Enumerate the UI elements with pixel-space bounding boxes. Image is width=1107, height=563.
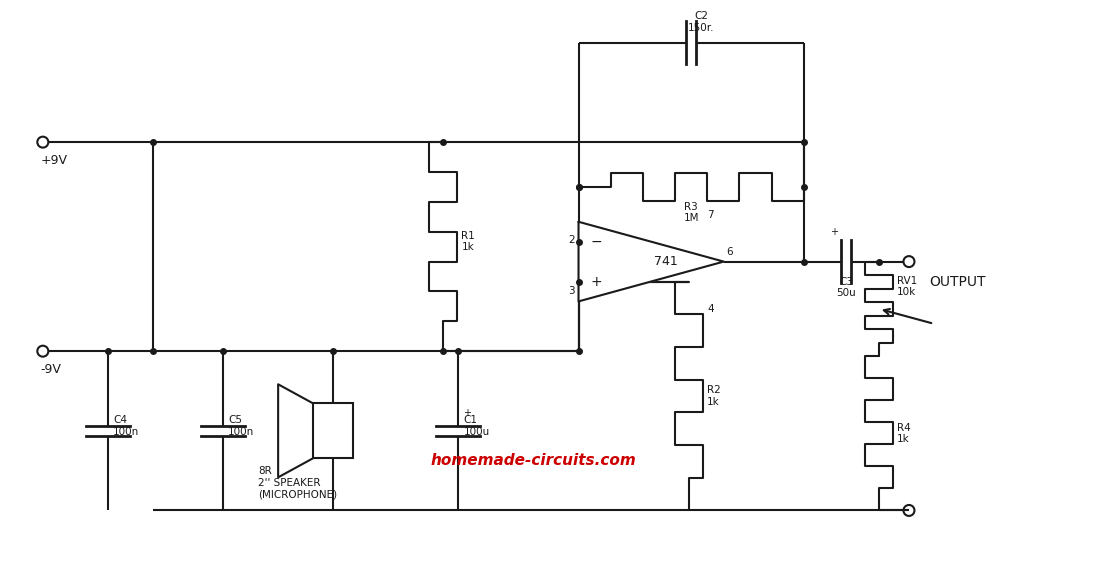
- Text: +: +: [590, 275, 602, 288]
- Text: 741: 741: [654, 255, 677, 268]
- Text: +9V: +9V: [41, 154, 68, 167]
- Text: R4
1k: R4 1k: [897, 422, 911, 444]
- Text: 3: 3: [568, 287, 575, 297]
- Text: OUTPUT: OUTPUT: [929, 275, 985, 288]
- Text: +: +: [464, 408, 472, 418]
- Text: R1
1k: R1 1k: [462, 231, 475, 252]
- Text: C1
100u: C1 100u: [464, 415, 489, 437]
- Text: homemade-circuits.com: homemade-circuits.com: [431, 453, 637, 468]
- Text: R3
1M: R3 1M: [683, 202, 699, 224]
- Text: 6: 6: [726, 247, 733, 257]
- Text: 2: 2: [568, 235, 575, 245]
- Text: 4: 4: [707, 305, 714, 314]
- Text: -9V: -9V: [41, 363, 62, 376]
- Text: +: +: [830, 227, 838, 236]
- Text: 8R
2'' SPEAKER
(MICROPHONE): 8R 2'' SPEAKER (MICROPHONE): [258, 466, 338, 499]
- Text: C3
50u: C3 50u: [837, 276, 856, 298]
- Text: 7: 7: [707, 210, 714, 220]
- Text: −: −: [590, 235, 602, 249]
- Text: C2
150r.: C2 150r.: [687, 11, 714, 33]
- Text: C5
100n: C5 100n: [228, 415, 255, 437]
- Bar: [313, 404, 353, 458]
- Text: C4
100n: C4 100n: [113, 415, 139, 437]
- Text: RV1
10k: RV1 10k: [897, 276, 918, 297]
- Polygon shape: [579, 222, 724, 301]
- Text: R2
1k: R2 1k: [706, 385, 721, 407]
